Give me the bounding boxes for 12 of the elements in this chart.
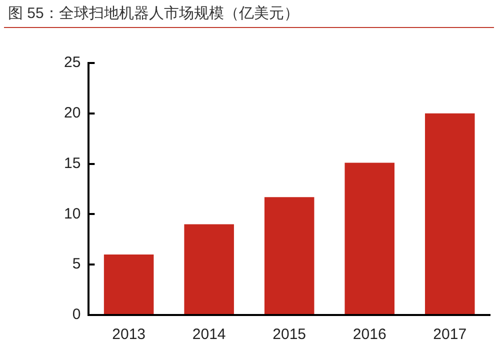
x-tick-label: 2014 bbox=[192, 326, 226, 344]
y-tick-label: 15 bbox=[64, 154, 81, 172]
x-tick-label: 2016 bbox=[352, 326, 386, 344]
y-tick-label: 0 bbox=[72, 306, 81, 324]
x-tick-label: 2015 bbox=[272, 326, 306, 344]
y-tick-label: 5 bbox=[72, 256, 81, 273]
y-tick-label: 10 bbox=[64, 205, 81, 222]
chart-title: 图 55：全球扫地机器人市场规模（亿美元） bbox=[8, 4, 299, 23]
y-tick-label: 20 bbox=[64, 104, 81, 122]
x-tick-label: 2017 bbox=[433, 326, 467, 344]
y-tick-label: 25 bbox=[64, 54, 81, 72]
x-tick-label: 2013 bbox=[112, 326, 146, 344]
